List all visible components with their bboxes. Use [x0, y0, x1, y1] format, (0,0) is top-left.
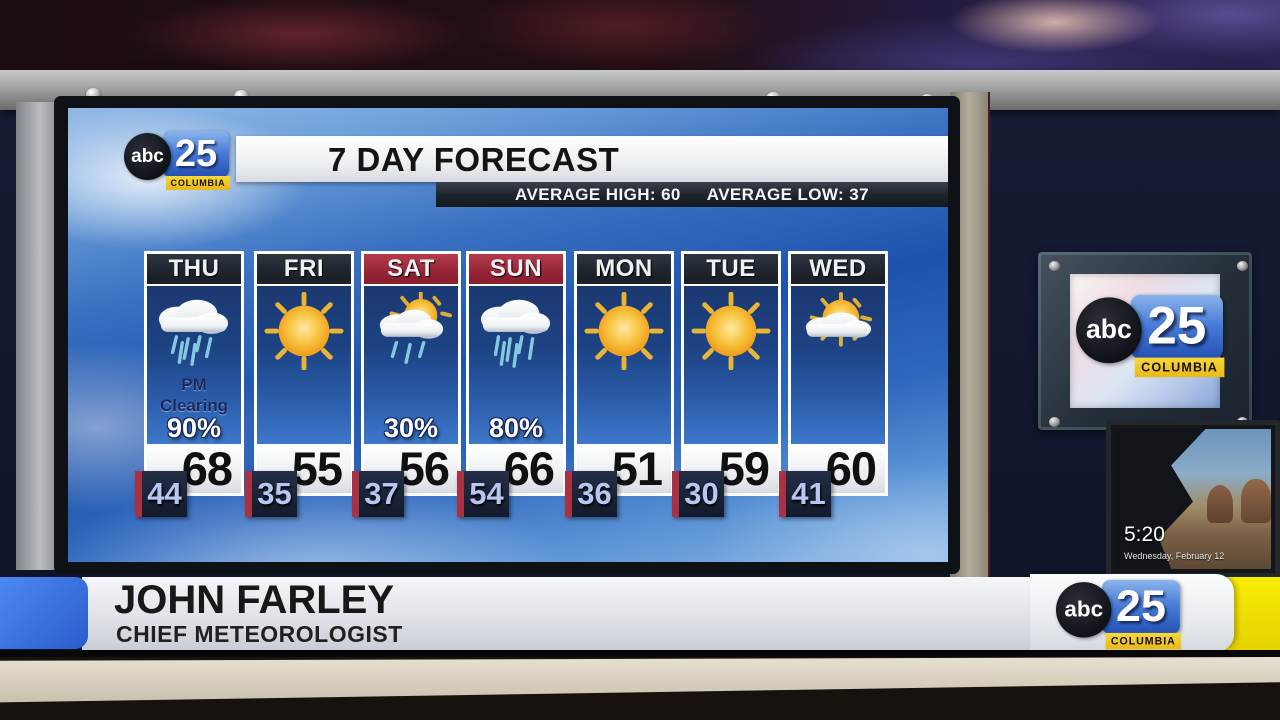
- forecast-title: 7 DAY FORECAST: [328, 141, 620, 178]
- forecast-card-sun: SUN: [457, 251, 566, 517]
- day-footer: 56: [361, 444, 461, 496]
- abc-network-icon: abc: [124, 133, 171, 180]
- low-temp: 41: [779, 471, 831, 517]
- day-body: PM Clearing 90%: [144, 286, 244, 444]
- averages-bar: AVERAGE HIGH: 60 AVERAGE LOW: 37: [436, 182, 948, 207]
- day-body: [254, 286, 354, 444]
- frame-bolt: [1237, 261, 1248, 271]
- day-label: TUE: [681, 251, 781, 286]
- forecast-card-tue: TUE 59 30: [672, 251, 781, 517]
- day-body: 30%: [361, 286, 461, 444]
- high-temp: 56: [398, 442, 450, 495]
- desk-monitor: 5:20 Wednesday, February 12: [1106, 420, 1280, 578]
- rain-cloud-icon: [469, 292, 563, 370]
- high-temp: 68: [181, 442, 233, 495]
- day-footer: 59: [681, 444, 781, 496]
- station-city: COLUMBIA: [1105, 632, 1182, 650]
- weather-graphics-screen: 7 DAY FORECAST AVERAGE HIGH: 60 AVERAGE …: [68, 108, 948, 562]
- beach-rock: [1207, 485, 1233, 523]
- rain-cloud-icon: [147, 292, 241, 370]
- frame-bolt: [1049, 261, 1060, 271]
- desk-surface: [0, 657, 1280, 703]
- day-footer: 66: [466, 444, 566, 496]
- sun-cloud-rain-icon: [364, 292, 458, 370]
- precip-chance: 30%: [383, 413, 439, 443]
- day-label: FRI: [254, 251, 354, 286]
- abc-network-icon: abc: [1076, 297, 1142, 364]
- high-temp: 66: [503, 442, 555, 495]
- day-footer: 68: [144, 444, 244, 496]
- sun-icon: [257, 292, 351, 370]
- forecast-card-thu: THU: [135, 251, 244, 517]
- forecast-card-sat: SAT: [352, 251, 461, 517]
- precip-chance: 80%: [488, 413, 544, 443]
- station-city: COLUMBIA: [166, 176, 230, 190]
- station-number: 25: [1130, 294, 1223, 359]
- frame-bolt: [1049, 417, 1060, 427]
- day-body: [681, 286, 781, 444]
- sun-cloud-icon: [791, 292, 885, 370]
- station-city: COLUMBIA: [1134, 357, 1225, 378]
- station-number: 25: [1102, 579, 1180, 635]
- day-footer: 51: [574, 444, 674, 496]
- station-number: 25: [163, 131, 229, 177]
- forecast-card-wed: WED: [779, 251, 888, 517]
- day-body: [788, 286, 888, 444]
- high-temp: 51: [611, 442, 663, 495]
- lower-third-banner: JOHN FARLEY CHIEF METEOROLOGIST 25 abc C…: [0, 574, 1280, 652]
- lock-screen-time: 5:20: [1124, 523, 1165, 546]
- beach-rock: [1241, 479, 1271, 523]
- lock-screen-date: Wednesday, February 12: [1124, 551, 1225, 561]
- forecast-card-mon: MON 51 36: [565, 251, 674, 517]
- condition-text: PM Clearing: [159, 375, 228, 415]
- average-low-text: AVERAGE LOW: 37: [706, 184, 869, 204]
- forecast-card-fri: FRI 55 35: [245, 251, 354, 517]
- lock-screen: 5:20 Wednesday, February 12: [1115, 429, 1271, 569]
- day-body: 80%: [466, 286, 566, 444]
- day-body: [574, 286, 674, 444]
- high-temp: 55: [291, 442, 343, 495]
- high-temp: 59: [718, 442, 770, 495]
- lower-third-blue-block: [0, 577, 88, 649]
- low-temp: 54: [457, 471, 509, 517]
- abc25-logo-header: 25 abc COLUMBIA: [124, 131, 230, 192]
- day-footer: 60: [788, 444, 888, 496]
- low-temp: 35: [245, 471, 297, 517]
- storm-clouds-backdrop: [0, 0, 1280, 78]
- abc25-logo-wall: 25 abc COLUMBIA: [1076, 294, 1225, 380]
- desk-shadow: [0, 657, 1280, 720]
- day-label: SAT: [361, 251, 461, 286]
- day-label: WED: [788, 251, 888, 286]
- high-temp: 60: [825, 442, 877, 495]
- low-temp: 30: [672, 471, 724, 517]
- abc-network-icon: abc: [1056, 582, 1112, 638]
- presenter-title: CHIEF METEOROLOGIST: [116, 621, 403, 647]
- sun-icon: [577, 292, 671, 370]
- average-high-text: AVERAGE HIGH: 60: [515, 184, 681, 204]
- low-temp: 36: [565, 471, 617, 517]
- day-label: MON: [574, 251, 674, 286]
- low-temp: 37: [352, 471, 404, 517]
- abc25-logo-lower-third: 25 abc COLUMBIA: [1056, 579, 1182, 652]
- forecast-title-bar: 7 DAY FORECAST: [236, 136, 948, 182]
- day-label: THU: [144, 251, 244, 286]
- presenter-name: JOHN FARLEY: [114, 578, 395, 622]
- day-label: SUN: [466, 251, 566, 286]
- banner-divider-line: [0, 650, 1280, 657]
- low-temp: 44: [135, 471, 187, 517]
- precip-chance: 90%: [166, 413, 222, 443]
- sun-icon: [684, 292, 778, 370]
